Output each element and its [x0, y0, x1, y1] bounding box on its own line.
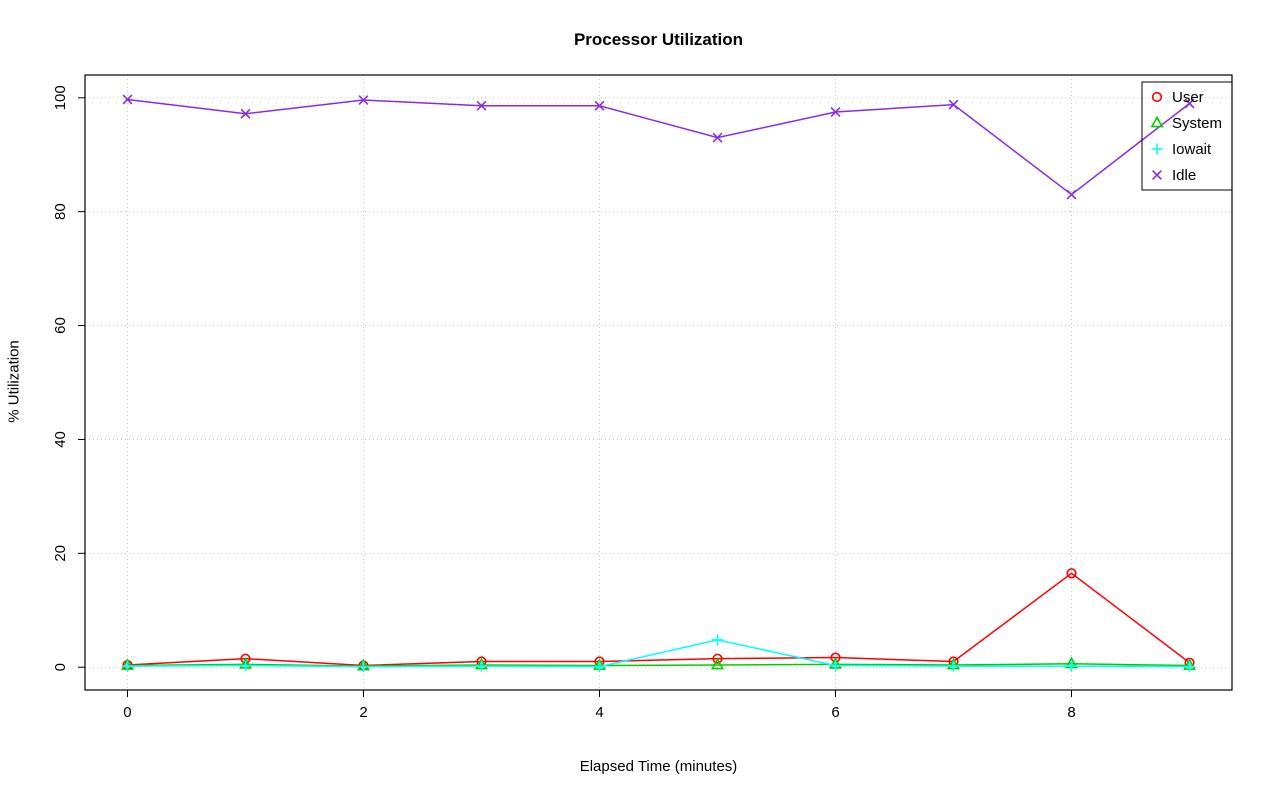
- series-idle: [122, 94, 1195, 200]
- legend: User System Iowait Idle: [1141, 81, 1233, 191]
- x-tick-label: 4: [595, 704, 603, 721]
- series-idle-markers: [122, 94, 1195, 200]
- series-idle-line: [127, 98, 1190, 196]
- legend-box: [1141, 81, 1233, 191]
- x-marker: [1152, 170, 1162, 180]
- x-marker: [1066, 189, 1077, 200]
- chart-title: Processor Utilization: [573, 30, 744, 49]
- x-axis-title: Elapsed Time (minutes): [579, 758, 738, 775]
- series-user: [122, 568, 1195, 671]
- triangle-marker: [711, 657, 724, 670]
- y-axis: 0 20 40 60 80 100: [52, 85, 85, 671]
- x-tick-label: 6: [831, 704, 839, 721]
- plus-marker: [830, 660, 842, 672]
- x-marker: [948, 99, 959, 110]
- x-tick-label: 8: [1067, 704, 1075, 721]
- x-tick-label: 0: [123, 704, 131, 721]
- x-marker: [594, 100, 605, 111]
- gridlines: [85, 75, 1232, 690]
- y-tick-label: 0: [52, 663, 69, 671]
- plus-marker: [1151, 143, 1163, 155]
- plus-marker: [593, 661, 605, 673]
- circle-marker: [1066, 568, 1077, 579]
- x-marker: [358, 95, 369, 106]
- series-user-markers: [122, 568, 1195, 671]
- plus-marker: [1184, 661, 1196, 673]
- legend-label-system: System: [1172, 115, 1222, 132]
- plus-marker: [357, 661, 369, 673]
- legend-label-user: User: [1172, 89, 1204, 106]
- y-tick-label: 100: [52, 85, 69, 110]
- x-axis: 0 2 4 6 8: [123, 690, 1076, 721]
- y-tick-label: 80: [52, 203, 69, 220]
- circle-marker: [712, 653, 723, 664]
- plus-marker: [475, 660, 487, 672]
- plus-marker: [1066, 660, 1078, 672]
- plus-marker: [121, 660, 133, 672]
- x-marker: [1184, 98, 1195, 109]
- legend-label-iowait: Iowait: [1172, 141, 1212, 158]
- x-marker: [830, 107, 841, 117]
- x-marker: [712, 132, 723, 143]
- y-axis-title: % Utilization: [5, 340, 23, 423]
- series-iowait-markers: [121, 634, 1196, 673]
- circle-marker: [1151, 91, 1163, 103]
- x-marker: [240, 108, 251, 119]
- series-iowait-line: [127, 639, 1190, 668]
- plus-marker: [948, 660, 960, 672]
- x-marker: [476, 100, 487, 111]
- x-tick-label: 2: [359, 704, 367, 721]
- legend-label-idle: Idle: [1172, 167, 1196, 184]
- plus-marker: [712, 634, 724, 646]
- y-tick-label: 20: [52, 545, 69, 562]
- triangle-marker: [1150, 115, 1164, 128]
- x-marker: [122, 94, 133, 105]
- series-iowait: [121, 634, 1196, 673]
- y-tick-label: 40: [52, 431, 69, 448]
- plus-marker: [239, 660, 251, 672]
- y-tick-label: 60: [52, 317, 69, 334]
- plot-border: [84, 74, 1233, 691]
- series-user-line: [127, 572, 1190, 667]
- series-system-line: [127, 663, 1190, 667]
